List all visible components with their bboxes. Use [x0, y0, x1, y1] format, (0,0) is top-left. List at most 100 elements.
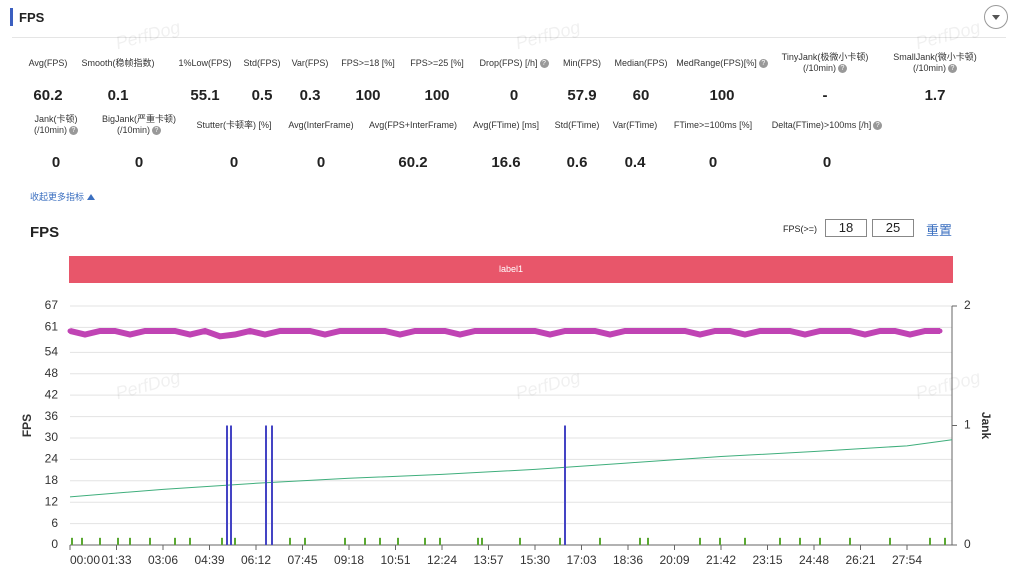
metric-value: 1.7 — [924, 87, 946, 104]
fps-point — [292, 328, 298, 334]
fps-point — [262, 332, 268, 338]
help-icon[interactable]: ? — [948, 64, 957, 74]
metric-label-text: Delta(FTime)>100ms [/h] — [771, 120, 872, 130]
fps-point — [427, 328, 433, 334]
y-tick-label: 67 — [45, 298, 59, 312]
help-icon[interactable]: ? — [539, 59, 549, 69]
metric-label: Delta(FTime)>100ms [/h]? — [767, 120, 887, 131]
metric-value: 0 — [134, 154, 144, 171]
help-icon[interactable]: ? — [69, 126, 78, 136]
metric-label: Median(FPS) — [581, 58, 701, 69]
metric-value: 0.4 — [624, 154, 646, 171]
fps-point — [937, 328, 943, 334]
metric-value: 0.1 — [107, 87, 129, 104]
y2-tick-label: 0 — [964, 537, 971, 551]
fps-point — [712, 328, 718, 334]
fps-point — [922, 328, 928, 334]
help-icon[interactable]: ? — [873, 121, 883, 131]
metric-value: 60.2 — [398, 154, 428, 171]
fps-point — [787, 328, 793, 334]
x-tick-label: 01:33 — [101, 553, 131, 567]
metric-label-text: Var(FPS) — [291, 58, 329, 68]
y-tick-label: 6 — [51, 516, 58, 530]
fps-point — [487, 328, 493, 334]
y-tick-label: 24 — [45, 452, 59, 466]
metric-label-text: Avg(FTime) [ms] — [472, 120, 539, 130]
up-icon — [86, 194, 95, 200]
watermark: PerfDog — [913, 16, 983, 54]
metric-label-text: Drop(FPS) [/h] — [479, 58, 538, 68]
fps-point — [622, 328, 628, 334]
metric-label: Smooth(稳帧指数) — [58, 58, 178, 69]
fps-point — [457, 332, 463, 338]
fps-point — [232, 332, 238, 338]
title-bar — [10, 8, 13, 26]
metric-value: 16.6 — [491, 154, 521, 171]
metric-label: FPS>=18 [%] — [308, 58, 428, 69]
metric-label: BigJank(严重卡顿) (/10min)? — [79, 114, 199, 136]
x-tick-label: 20:09 — [659, 553, 689, 567]
fps-point — [682, 328, 688, 334]
metric-label: Stutter(卡顿率) [%] — [174, 120, 294, 131]
fps-point — [652, 328, 658, 334]
fps-point — [142, 328, 148, 334]
metric-label: Avg(FTime) [ms] — [446, 120, 566, 131]
threshold-input[interactable]: 25 — [872, 219, 914, 237]
fps-point — [112, 328, 118, 334]
series-line — [69, 439, 953, 498]
y-tick-label: 48 — [45, 366, 59, 380]
metric-label-text: FPS>=18 [%] — [341, 58, 395, 68]
fps-point — [367, 328, 373, 334]
fps-point — [547, 332, 553, 338]
help-icon[interactable]: ? — [758, 59, 768, 69]
fps-point — [892, 328, 898, 334]
reset-link[interactable]: 重置 — [926, 223, 953, 238]
metric-value: 100 — [709, 87, 735, 104]
threshold-input[interactable]: 18 — [825, 219, 867, 237]
fps-point — [202, 328, 208, 334]
watermark: PerfDog — [513, 16, 583, 54]
fps-point — [742, 332, 748, 338]
section-title: FPS — [30, 224, 60, 241]
metric-value: - — [822, 87, 828, 104]
metric-label: 1%Low(FPS) — [145, 58, 265, 69]
fps-point — [322, 332, 328, 338]
fps-point — [247, 328, 253, 334]
fps-point — [337, 328, 343, 334]
metric-value: 57.9 — [567, 87, 597, 104]
collapse-link[interactable]: 收起更多指标 — [30, 190, 95, 203]
metric-value: 60.2 — [33, 87, 63, 104]
y-tick-label: 0 — [51, 537, 58, 551]
fps-point — [442, 328, 448, 334]
metric-label: FPS>=25 [%] — [377, 58, 497, 69]
x-tick-label: 06:12 — [241, 553, 271, 567]
x-tick-label: 17:03 — [566, 553, 596, 567]
x-tick-label: 12:24 — [427, 553, 457, 567]
metric-label-text: Median(FPS) — [614, 58, 668, 68]
y-tick-label: 61 — [45, 320, 59, 334]
collapse-button[interactable] — [984, 5, 1008, 29]
fps-point — [532, 328, 538, 334]
fps-point — [187, 332, 193, 338]
metric-label-text: TinyJank(极微小卡顿) (/10min) — [781, 52, 869, 73]
help-icon[interactable]: ? — [152, 126, 161, 136]
y-tick-label: 18 — [45, 473, 59, 487]
fps-point — [877, 328, 883, 334]
metric-label-text: Avg(InterFrame) — [288, 120, 354, 130]
metric-label: Drop(FPS) [/h]? — [454, 58, 574, 69]
help-icon[interactable]: ? — [838, 64, 847, 74]
fps-point — [592, 328, 598, 334]
x-tick-label: 23:15 — [752, 553, 782, 567]
metric-value: 0 — [822, 154, 832, 171]
metric-label: Avg(FPS+InterFrame) — [353, 120, 473, 131]
metric-value: 100 — [424, 87, 450, 104]
metric-label-text: Avg(FPS+InterFrame) — [368, 120, 458, 130]
metric-label-text: Smooth(稳帧指数) — [81, 58, 155, 68]
metric-value: 0 — [51, 154, 61, 171]
fps-point — [352, 328, 358, 334]
fps-point — [412, 328, 418, 334]
x-tick-label: 03:06 — [148, 553, 178, 567]
metric-value: 0.3 — [299, 87, 321, 104]
x-tick-label: 27:54 — [892, 553, 922, 567]
